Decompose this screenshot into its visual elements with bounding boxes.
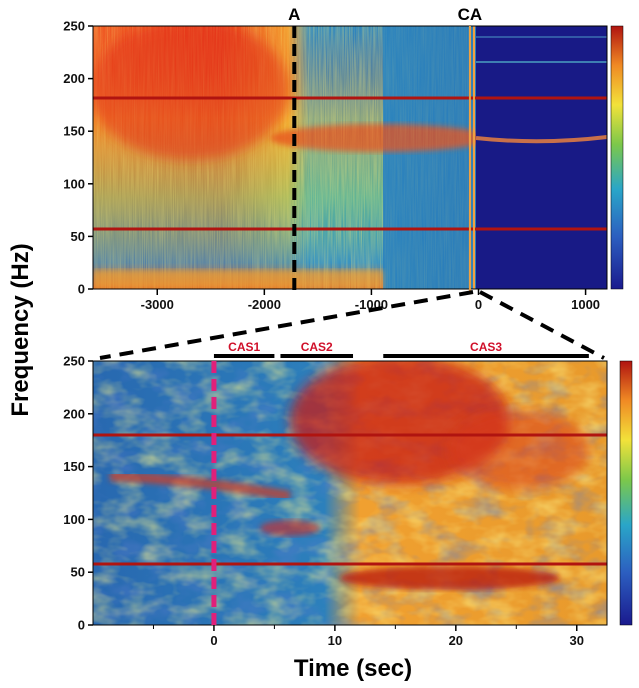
y-tick-label: 250 (63, 19, 85, 34)
y-tick-label: 50 (71, 229, 85, 244)
x-tick-label: 0 (210, 633, 217, 648)
x-tick-label: 0 (475, 297, 482, 312)
top-event-markers: A CA (288, 5, 482, 293)
marker-label-ca: CA (458, 5, 483, 24)
y-tick-label: 50 (71, 565, 85, 580)
x-tick-label: -2000 (248, 297, 281, 312)
segment-label-cas3: CAS3 (470, 340, 502, 354)
bottom-spectrogram-panel: 0 50 100 150 200 250 0 10 20 30 CAS1 CAS2 CAS3 (63, 340, 633, 648)
cas-segments: CAS1 CAS2 CAS3 (213, 340, 589, 358)
bottom-heatmap-image (93, 361, 607, 625)
x-axis-label: Time (sec) (294, 655, 412, 682)
x-tick-label: 1000 (571, 297, 600, 312)
bottom-y-axis: 0 50 100 150 200 250 (63, 354, 93, 633)
segment-label-cas2: CAS2 (301, 340, 333, 354)
y-tick-label: 150 (63, 124, 85, 139)
zoom-connector (99, 290, 605, 360)
y-axis-label: Frequency (Hz) (7, 243, 34, 416)
y-tick-label: 100 (63, 512, 85, 527)
top-heatmap-image (93, 26, 607, 289)
top-plot-frame (92, 25, 608, 290)
y-tick-label: 0 (78, 282, 85, 297)
bottom-x-axis: 0 10 20 30 (152, 625, 584, 648)
bottom-plot-frame (92, 360, 608, 626)
y-tick-label: 0 (78, 618, 85, 633)
bottom-colorbar (619, 360, 633, 626)
x-tick-label: -3000 (141, 297, 174, 312)
x-tick-label: 10 (328, 633, 342, 648)
segment-label-cas1: CAS1 (228, 340, 260, 354)
y-tick-label: 250 (63, 354, 85, 369)
y-tick-label: 200 (63, 71, 85, 86)
marker-label-a: A (288, 5, 300, 24)
y-tick-label: 100 (63, 176, 85, 191)
top-y-axis: 0 50 100 150 200 250 (63, 19, 93, 297)
x-tick-label: 30 (570, 633, 584, 648)
y-tick-label: 200 (63, 406, 85, 421)
x-tick-label: 20 (449, 633, 463, 648)
top-colorbar (610, 25, 624, 290)
y-tick-label: 150 (63, 459, 85, 474)
